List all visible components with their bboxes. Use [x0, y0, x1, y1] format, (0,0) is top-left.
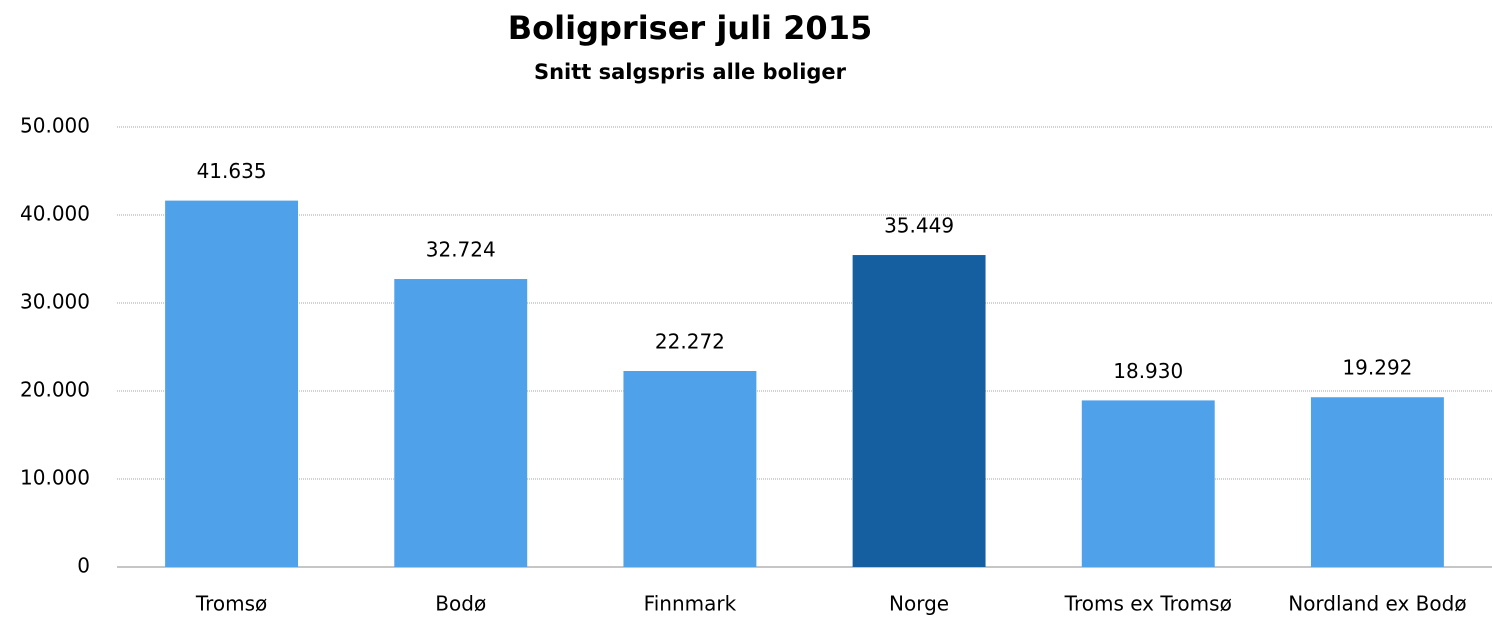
y-tick-label: 20.000 [20, 378, 90, 402]
y-tick-label: 30.000 [20, 290, 90, 314]
x-tick-label: Norge [889, 592, 949, 616]
bar [394, 279, 528, 567]
x-tick-label: Tromsø [195, 592, 267, 616]
value-label: 35.449 [884, 214, 954, 238]
value-label: 22.272 [655, 330, 725, 354]
bar [1310, 397, 1444, 567]
x-tick-label: Nordland ex Bodø [1288, 592, 1466, 616]
x-tick-label: Finnmark [644, 592, 737, 616]
value-label: 19.292 [1342, 356, 1412, 380]
bar [852, 255, 986, 567]
y-tick-label: 40.000 [20, 202, 90, 226]
value-label: 32.724 [426, 238, 496, 262]
value-label: 18.930 [1113, 359, 1183, 383]
x-tick-label: Bodø [435, 592, 486, 616]
y-tick-label: 50.000 [20, 114, 90, 138]
bar [165, 200, 299, 567]
chart-subtitle: Snitt salgspris alle boliger [534, 60, 847, 84]
value-label: 41.635 [197, 159, 267, 183]
y-tick-label: 0 [77, 554, 90, 578]
bar [1081, 400, 1215, 567]
x-tick-label: Troms ex Tromsø [1064, 592, 1232, 616]
y-tick-label: 10.000 [20, 466, 90, 490]
bar [623, 371, 757, 567]
chart-title: Boligpriser juli 2015 [508, 9, 872, 47]
